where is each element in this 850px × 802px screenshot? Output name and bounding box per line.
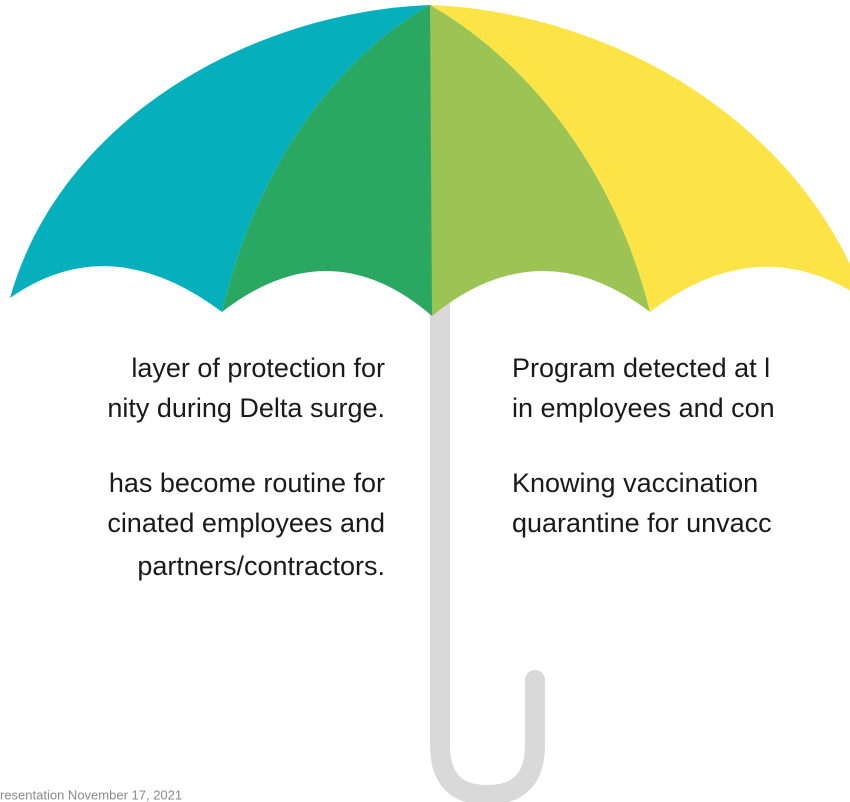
text-line: Program detected at l [512,353,770,383]
page: layer of protection for nity during Delta… [0,0,850,802]
text-line: cinated employees and [107,508,385,538]
text-line: in employees and con [512,393,775,423]
text-line: Knowing vaccination [512,468,758,498]
text-line: partners/contractors. [137,551,385,581]
slide: layer of protection for nity during Delta… [0,0,850,802]
text-line: nity during Delta surge. [107,393,385,423]
text-line: has become routine for [109,468,385,498]
footer: resentation November 17, 2021 [0,787,182,802]
text-line: quarantine for unvacc [512,508,772,538]
text-line: layer of protection for [131,353,385,383]
text-layer: layer of protection for nity during Delta… [0,353,775,802]
